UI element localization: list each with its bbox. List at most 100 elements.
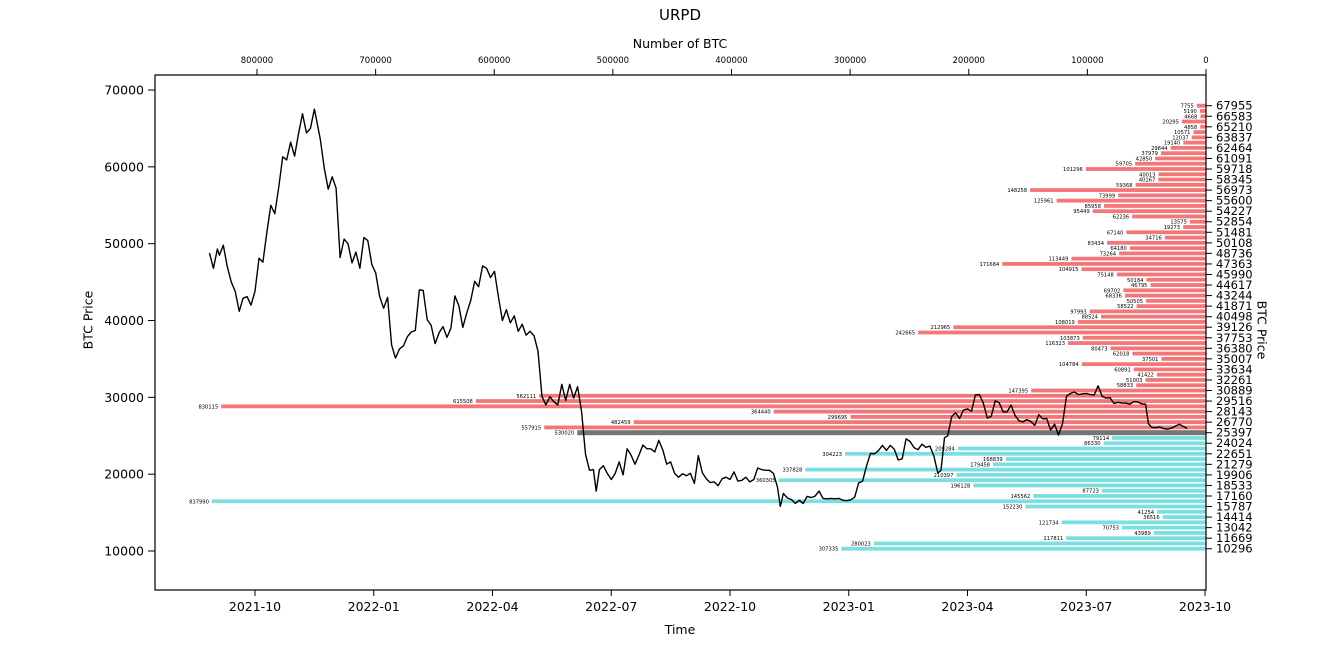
histogram-bar: [1071, 256, 1206, 261]
right-axis-tick-label: 45990: [1216, 267, 1253, 281]
right-axis-tick-label: 18533: [1216, 478, 1253, 492]
bar-value-label: 73999: [1099, 193, 1116, 199]
bar-value-label: 209284: [935, 447, 956, 453]
top-axis-tick-label: 800000: [241, 56, 273, 66]
right-axis-tick-label: 17160: [1216, 489, 1253, 503]
histogram-bar: [1146, 277, 1206, 282]
bar-value-label: 80473: [1091, 346, 1108, 352]
bar-value-label: 113449: [1049, 257, 1069, 263]
bar-value-label: 59705: [1116, 162, 1133, 168]
bar-value-label: 73264: [1100, 251, 1117, 257]
right-axis-tick-label: 51481: [1216, 225, 1253, 239]
bar-value-label: 360305: [756, 478, 776, 484]
histogram-bar: [1005, 457, 1206, 461]
histogram-bar: [957, 446, 1206, 451]
bar-value-label: 280023: [851, 541, 871, 547]
histogram-bar: [1160, 151, 1206, 156]
right-axis-tick-label: 61091: [1216, 151, 1253, 165]
histogram-bar: [841, 546, 1206, 551]
bar-value-label: 101296: [1063, 167, 1083, 173]
bar-value-label: 304223: [822, 452, 842, 458]
right-axis-tick-label: 66583: [1216, 109, 1253, 123]
left-axis-tick-label: 50000: [104, 236, 144, 251]
bar-value-label: 29844: [1151, 146, 1168, 152]
bottom-axis-tick-label: 2023-07: [1060, 599, 1112, 614]
top-axis-tick-label: 200000: [953, 56, 985, 66]
histogram-bar: [1107, 240, 1206, 245]
right-axis-tick-label: 33634: [1216, 362, 1253, 376]
left-axis-tick-label: 70000: [104, 83, 144, 98]
bar-value-label: 34716: [1145, 236, 1162, 242]
histogram-bar: [1189, 219, 1206, 224]
right-axis-tick-label: 52854: [1216, 215, 1253, 229]
bar-value-label: 95449: [1073, 209, 1090, 215]
histogram-bar: [1170, 146, 1206, 150]
bar-value-label: 299695: [828, 415, 848, 421]
histogram-bar: [1066, 536, 1206, 541]
histogram-bar: [1025, 504, 1206, 509]
bottom-axis-tick-label: 2023-01: [823, 599, 875, 614]
top-axis-tick-label: 300000: [834, 56, 866, 66]
histogram-bar: [805, 467, 1206, 472]
histogram-bar: [1002, 262, 1206, 266]
bar-value-label: 75148: [1097, 272, 1114, 278]
bar-value-label: 58522: [1117, 304, 1134, 310]
histogram-bar: [1136, 383, 1206, 388]
right-axis-tick-label: 47363: [1216, 257, 1253, 271]
right-axis-tick-label: 39126: [1216, 320, 1253, 334]
bar-value-label: 51003: [1126, 378, 1143, 384]
histogram-bar: [221, 404, 1207, 409]
bar-value-label: 147395: [1008, 389, 1028, 395]
bar-value-label: 615508: [453, 399, 473, 405]
right-axis-tick-label: 30889: [1216, 384, 1253, 398]
histogram-bar: [1129, 246, 1206, 251]
bar-value-label: 50505: [1127, 299, 1144, 305]
histogram-bar: [1133, 367, 1206, 372]
top-axis-label: Number of BTC: [632, 36, 728, 51]
histogram-bar: [1100, 314, 1206, 319]
right-axis-tick-label: 22651: [1216, 447, 1253, 461]
histogram-bar: [1200, 124, 1206, 129]
histogram-bar: [1089, 309, 1206, 314]
right-axis-tick-label: 63837: [1216, 130, 1253, 144]
histogram-bar: [1164, 235, 1206, 240]
histogram-bar: [973, 483, 1206, 488]
bottom-axis-tick-label: 2023-10: [1179, 599, 1231, 614]
right-axis-tick-label: 44617: [1216, 278, 1253, 292]
plot-border: [154, 74, 1207, 591]
histogram-bar: [845, 451, 1206, 456]
histogram-bar: [1136, 304, 1206, 309]
histogram-bar: [1161, 356, 1206, 361]
histogram-bar: [993, 462, 1206, 467]
left-axis-tick-label: 60000: [104, 159, 144, 174]
histogram-bar: [1116, 272, 1206, 277]
bar-value-label: 148258: [1007, 188, 1027, 194]
bar-value-label: 43989: [1134, 531, 1151, 537]
right-axis-tick-label: 41871: [1216, 299, 1253, 313]
bottom-axis-tick-label: 2022-04: [466, 599, 518, 614]
bar-value-label: 19140: [1164, 141, 1181, 147]
bar-value-label: 46795: [1131, 283, 1148, 289]
bar-value-label: 68336: [1105, 294, 1122, 300]
bar-value-label: 60891: [1114, 367, 1131, 373]
right-axis-tick-label: 24024: [1216, 436, 1253, 450]
bottom-axis-tick-label: 2022-01: [348, 599, 400, 614]
bar-value-label: 62236: [1113, 214, 1130, 220]
bar-value-label: 37979: [1141, 151, 1158, 157]
left-axis-tick-label: 10000: [104, 544, 144, 559]
right-axis-tick-label: 32261: [1216, 373, 1253, 387]
bar-value-label: 37501: [1142, 357, 1159, 363]
histogram-bar: [1068, 341, 1206, 345]
bar-value-label: 152230: [1003, 505, 1023, 511]
histogram-bar: [1031, 388, 1206, 393]
bar-value-label: 4668: [1184, 114, 1197, 120]
bar-value-label: 145562: [1011, 494, 1031, 500]
histogram-bar: [1110, 346, 1206, 351]
bar-value-label: 837990: [189, 499, 209, 505]
histogram-bar: [1145, 378, 1206, 382]
bar-value-label: 86330: [1084, 441, 1101, 447]
histogram-bar: [1030, 188, 1206, 192]
top-axis-tick-label: 100000: [1071, 56, 1103, 66]
histogram-bar: [1033, 494, 1206, 498]
